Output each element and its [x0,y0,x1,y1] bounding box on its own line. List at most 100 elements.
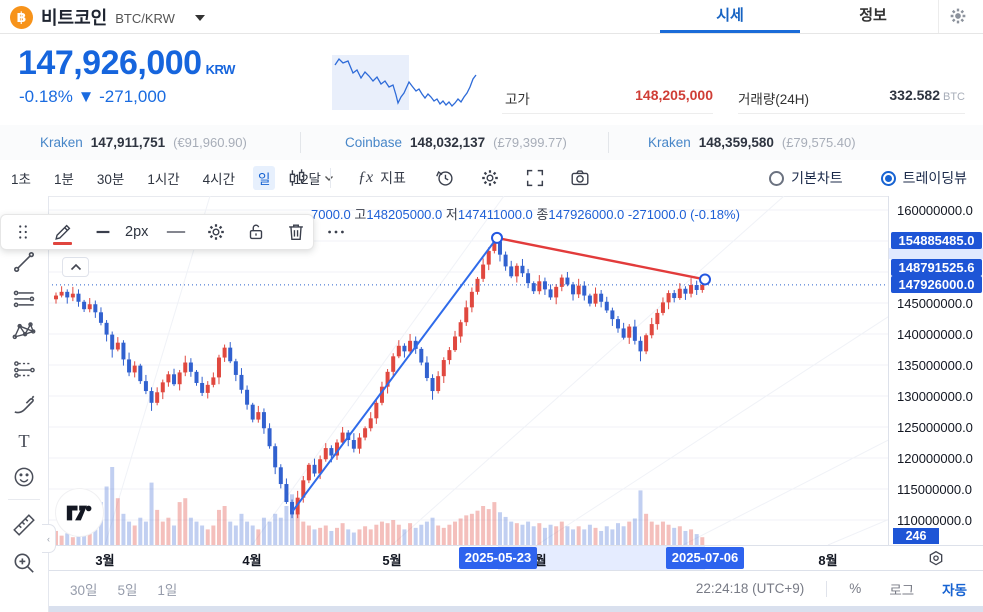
price-axis-label: 125000000.0 [897,420,973,435]
radio-icon [880,170,896,186]
chevron-down-icon[interactable] [193,11,207,26]
fib-retracement-tool[interactable] [11,287,37,313]
range-1일[interactable]: 1일 [157,579,177,599]
price-change: -0.18% ▼ -271,000 [19,87,167,106]
exchange-quote[interactable]: Coinbase 148,032,137 (£79,399.77) [345,125,567,160]
zoom-in-tool[interactable] [11,550,37,576]
candle-style-icon[interactable] [285,166,309,190]
current-price: 147,926,000 KRW [18,44,235,82]
exchange-name: Kraken [648,135,691,150]
coin-pair: BTC/KRW [115,11,175,26]
price-axis-label: 145000000.0 [897,296,973,311]
pattern-tool[interactable] [11,319,37,345]
log-scale-button[interactable]: 로그 [883,578,920,600]
exchange-quote[interactable]: Kraken 148,359,580 (£79,575.40) [648,125,856,160]
axis-gear-icon[interactable] [926,549,946,569]
snapshot-icon[interactable] [568,166,592,190]
indicators-button[interactable]: ƒx 지표 [352,167,412,189]
price-badge: 148791525.6 [891,259,982,276]
price-axis-label: 160000000.0 [897,203,973,218]
candlestick-chart[interactable] [48,196,888,545]
chevron-down-icon[interactable] [324,175,334,182]
line-width-icon[interactable] [91,219,115,245]
emoji-tool[interactable] [11,464,37,490]
time-axis-label: 5월 [382,553,402,568]
ohlc-part: 고 [354,207,367,222]
interval-30분[interactable]: 30분 [92,166,129,190]
pencil-tool-button[interactable] [51,219,75,245]
settings-gear-icon[interactable] [946,5,970,29]
delete-icon[interactable] [284,219,308,245]
exchange-price: 147,911,751 [90,135,166,150]
price-badge: 147926000.0 [891,276,982,293]
exchange-quote[interactable]: Kraken 147,911,751 (€91,960.90) [40,125,247,160]
interval-1시간[interactable]: 1시간 [142,166,184,190]
bottom-scroll-strip[interactable] [0,605,983,612]
axis-settings-corner [888,545,983,571]
unlock-icon[interactable] [244,219,268,245]
date-badge: 2025-07-06 [666,547,744,569]
more-options-icon[interactable] [324,219,348,245]
interval-일[interactable]: 일 [253,166,276,190]
line-style-icon[interactable] [164,219,188,245]
percent-scale-button[interactable]: % [843,580,867,597]
fullscreen-icon[interactable] [523,166,547,190]
projection-tool[interactable] [11,356,37,382]
exchange-converted-price: (£79,399.77) [493,135,567,150]
fx-icon: ƒx [358,169,374,186]
drag-handle[interactable] [11,219,35,245]
brush-tool[interactable] [11,393,37,419]
ohlc-part: 7000.0 [311,207,355,222]
price-summary: 147,926,000 KRW -0.18% ▼ -271,000 고가 148,… [0,33,983,144]
price-axis[interactable]: 160000000.0 145000000.0 140000000.0 1350000… [888,196,983,545]
time-axis[interactable]: 3월 4월 5월 6월 8월 2025-05-23 2025-07-06 [48,545,888,571]
range-shortcuts: 30일 5일 1일 [70,571,177,606]
coin-selector[interactable]: ฿ 비트코인 BTC/KRW [10,4,207,30]
volume-count-badge: 246 [893,528,939,544]
clock-timezone-button[interactable]: 22:24:18 (UTC+9) [690,580,810,597]
price-axis-label: 140000000.0 [897,327,973,342]
range-5일[interactable]: 5일 [117,579,137,599]
chart-tools-group: ƒx 지표 [285,160,592,196]
exchange-price: 148,032,137 [410,135,486,150]
price-axis-label: 135000000.0 [897,358,973,373]
ohlc-part: 148205000.0 [366,207,446,222]
price-axis-label: 120000000.0 [897,451,973,466]
settings-icon[interactable] [204,219,228,245]
header: ฿ 비트코인 BTC/KRW 시세 정보 [0,0,983,34]
measure-tool[interactable] [11,512,37,538]
range-30일[interactable]: 30일 [70,579,97,599]
chart-mode-option[interactable]: 기본차트 [763,167,849,189]
chart-mode-selected[interactable]: 트레이딩뷰 [875,167,973,189]
high-label: 고가 [505,92,530,107]
trend-line-tool[interactable] [11,249,37,275]
drawing-sidebar [0,196,49,612]
bar-replay-icon[interactable] [433,166,457,190]
sidebar-divider [8,499,40,500]
interval-4시간[interactable]: 4시간 [198,166,240,190]
coin-name: 비트코인 [41,8,108,28]
header-divider [938,0,939,33]
tab-info[interactable]: 정보 [859,7,887,24]
text-tool[interactable] [11,428,37,454]
ohlc-readout: 7000.0 고148205000.0 저147411000.0 종147926… [311,204,740,223]
ohlc-part: 종 [536,207,549,222]
floating-drawing-toolbar: 2px [0,214,345,250]
interval-12달[interactable]: 12달 [288,166,338,190]
collapse-panel-button[interactable] [62,257,89,277]
time-axis-label: 3월 [95,553,115,568]
ohlc-part: 147411000.0 [457,207,537,222]
exchange-converted-price: (£79,575.40) [781,135,856,150]
auto-scale-button[interactable]: 자동 [936,578,973,600]
ohlc-part: 147926000.0 [548,207,628,222]
high-value: 148,205,000 [635,87,713,103]
mini-sparkline [332,55,477,110]
active-tab-underline [660,30,800,33]
interval-1분[interactable]: 1분 [49,166,79,190]
sidebar-collapse-handle[interactable]: ‹ [42,524,56,553]
chart-settings-icon[interactable] [478,166,502,190]
tab-price[interactable]: 시세 [716,7,744,24]
bitcoin-icon: ฿ [10,5,33,29]
interval-1초[interactable]: 1초 [6,166,36,190]
